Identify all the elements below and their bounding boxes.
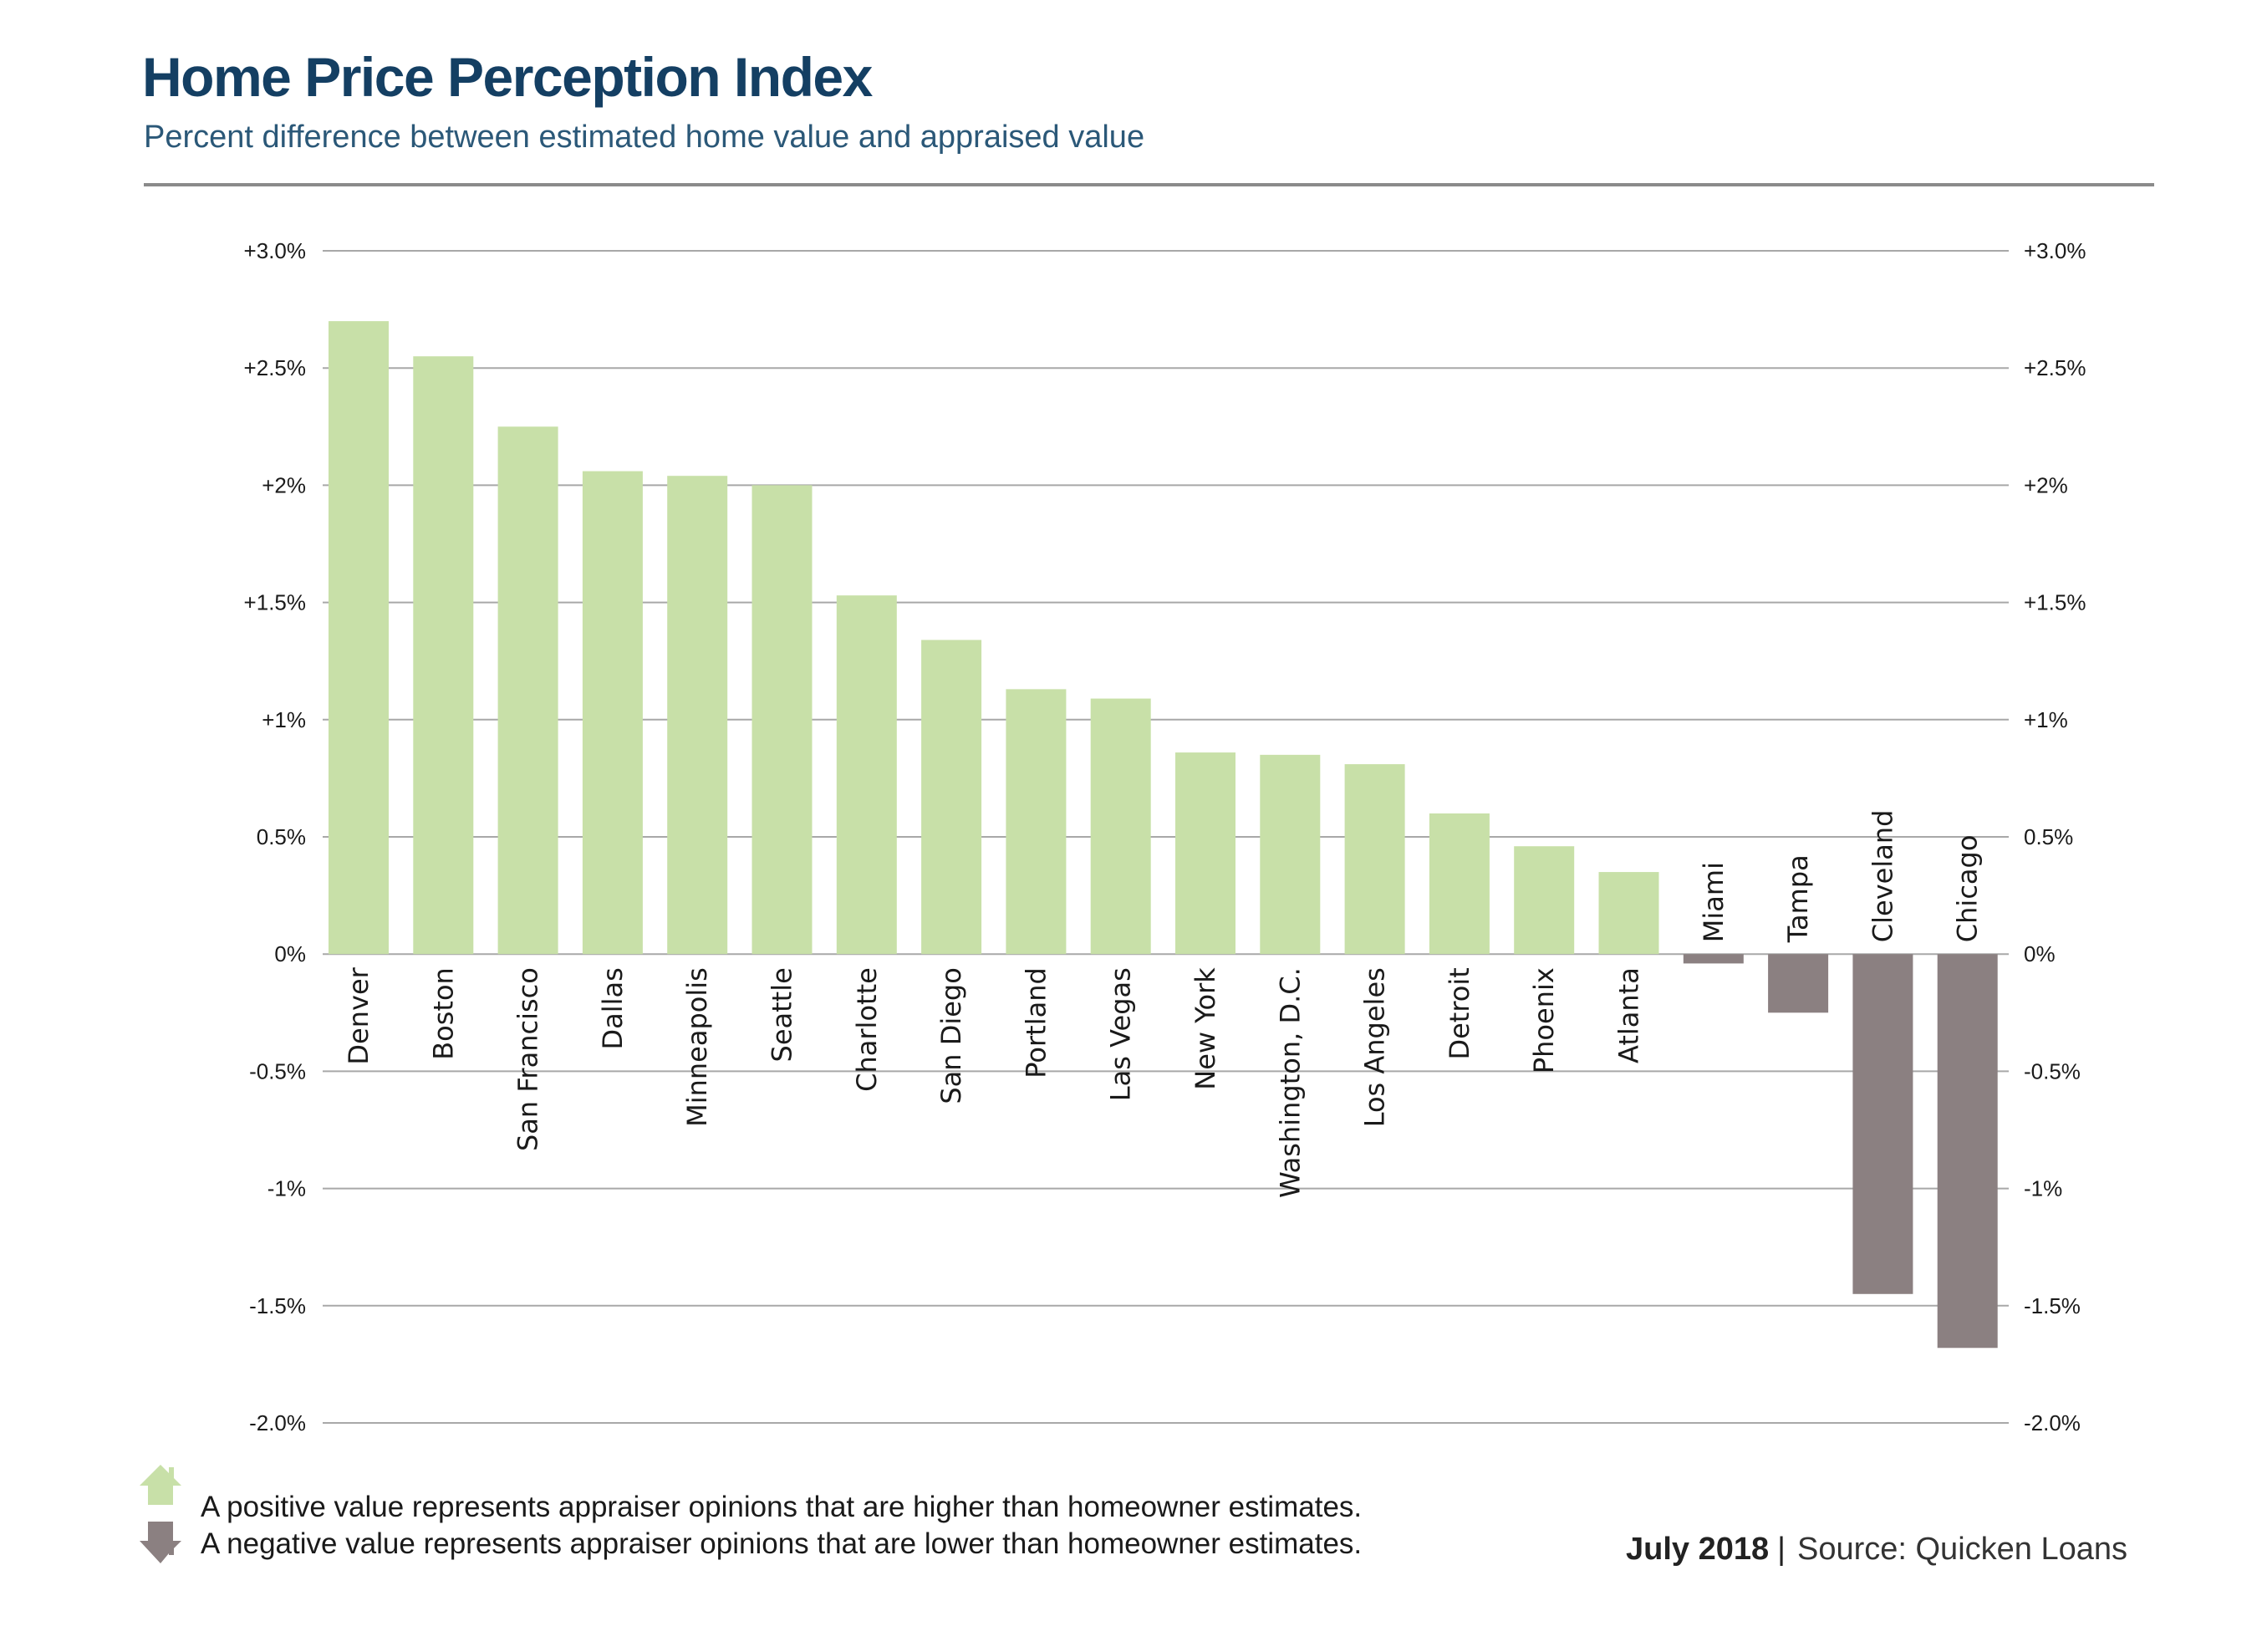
positive-value-note: A positive value represents appraiser op… bbox=[201, 1491, 1363, 1523]
negative-value-note: A negative value represents appraiser op… bbox=[201, 1527, 1363, 1560]
left-tick-label: -1.5% bbox=[249, 1293, 306, 1318]
category-label: San Francisco bbox=[512, 967, 544, 1151]
source-credit: July 2018 | Source: Quicken Loans bbox=[1626, 1532, 2127, 1568]
right-tick-label: +2% bbox=[2024, 472, 2068, 497]
chart-title: Home Price Perception Index bbox=[142, 46, 873, 108]
bar-minneapolis bbox=[667, 476, 728, 955]
category-label: Cleveland bbox=[1867, 810, 1898, 943]
house-down-arrow-icon bbox=[138, 1520, 183, 1571]
left-tick-label: +1% bbox=[262, 707, 306, 732]
left-tick-label: +1.5% bbox=[244, 590, 306, 615]
category-label: Las Vegas bbox=[1105, 967, 1137, 1101]
right-tick-label: -1% bbox=[2024, 1176, 2062, 1201]
left-tick-label: -0.5% bbox=[249, 1058, 306, 1083]
category-label: Seattle bbox=[767, 967, 798, 1062]
left-tick-label: 0% bbox=[274, 941, 306, 966]
left-tick-label: +2% bbox=[262, 472, 306, 497]
bar-charlotte bbox=[836, 595, 897, 955]
bar-san-francisco bbox=[497, 426, 558, 955]
left-tick-label: +2.5% bbox=[244, 355, 306, 380]
category-label: Washington, D.C. bbox=[1274, 967, 1306, 1198]
bar-dallas bbox=[582, 471, 643, 955]
house-up-arrow-icon bbox=[138, 1463, 183, 1511]
bars bbox=[329, 321, 1998, 1349]
bar-washington-d-c bbox=[1260, 754, 1321, 955]
header-divider bbox=[144, 183, 2154, 186]
category-label: Denver bbox=[343, 966, 374, 1064]
left-tick-label: -1% bbox=[267, 1176, 306, 1201]
category-labels: Denver Boston San Francisco Dallas Minneapol… bbox=[343, 810, 1984, 1198]
category-label: Atlanta bbox=[1613, 967, 1645, 1063]
bar-detroit bbox=[1429, 813, 1490, 955]
category-label: Portland bbox=[1020, 967, 1052, 1078]
category-label: Minneapolis bbox=[681, 967, 713, 1127]
bar-tampa bbox=[1768, 954, 1829, 1013]
bar-san-diego bbox=[921, 640, 982, 955]
right-tick-label: -2.0% bbox=[2024, 1410, 2081, 1435]
category-label: Miami bbox=[1698, 862, 1730, 942]
bar-seattle bbox=[751, 485, 813, 955]
right-tick-label: 0% bbox=[2024, 941, 2056, 966]
category-label: Detroit bbox=[1444, 967, 1475, 1059]
left-tick-label: -2.0% bbox=[249, 1410, 306, 1435]
category-label: Phoenix bbox=[1528, 967, 1560, 1073]
right-tick-label: -0.5% bbox=[2024, 1058, 2081, 1083]
category-label: Boston bbox=[427, 967, 459, 1060]
right-tick-label: +1% bbox=[2024, 707, 2068, 732]
bar-phoenix bbox=[1514, 846, 1575, 955]
bar-los-angeles bbox=[1344, 764, 1405, 955]
right-tick-label: +1.5% bbox=[2024, 590, 2086, 615]
bar-las-vegas bbox=[1090, 698, 1151, 955]
bar-miami bbox=[1683, 954, 1744, 964]
publication-date: July 2018 bbox=[1625, 1532, 1770, 1567]
category-label: Los Angeles bbox=[1359, 967, 1391, 1127]
bar-chicago bbox=[1937, 954, 1998, 1349]
bar-portland bbox=[1006, 689, 1067, 955]
right-tick-label: 0.5% bbox=[2024, 824, 2073, 849]
category-label: Dallas bbox=[597, 967, 629, 1049]
bar-new-york bbox=[1175, 752, 1235, 955]
bar-boston bbox=[413, 356, 474, 955]
bar-cleveland bbox=[1852, 954, 1913, 1294]
right-y-axis: +3.0% +2.5% +2% +1.5% +1% 0.5% 0% -0.5% -1% -1.5%… bbox=[2024, 238, 2086, 1435]
source-text: Source: Quicken Loans bbox=[1796, 1532, 2127, 1567]
right-tick-label: +3.0% bbox=[2024, 238, 2086, 263]
bar-denver bbox=[329, 321, 389, 955]
left-tick-label: 0.5% bbox=[257, 824, 306, 849]
bar-atlanta bbox=[1598, 872, 1659, 955]
right-tick-label: -1.5% bbox=[2024, 1293, 2081, 1318]
gridlines bbox=[323, 250, 2009, 1424]
category-label: Charlotte bbox=[851, 967, 883, 1092]
source-separator: | bbox=[1777, 1532, 1786, 1567]
left-y-axis: +3.0% +2.5% +2% +1.5% +1% 0.5% 0% -0.5% -1% -1.5%… bbox=[244, 238, 306, 1435]
chart-subtitle: Percent difference between estimated hom… bbox=[144, 120, 1145, 155]
category-label: Tampa bbox=[1782, 854, 1814, 943]
left-tick-label: +3.0% bbox=[244, 238, 306, 263]
right-tick-label: +2.5% bbox=[2024, 355, 2086, 380]
category-label: New York bbox=[1190, 967, 1221, 1090]
category-label: San Diego bbox=[935, 967, 967, 1104]
category-label: Chicago bbox=[1952, 835, 1984, 943]
bar-chart: +3.0% +2.5% +2% +1.5% +1% 0.5% 0% -0.5% -1% -1.5%… bbox=[244, 238, 2086, 1435]
